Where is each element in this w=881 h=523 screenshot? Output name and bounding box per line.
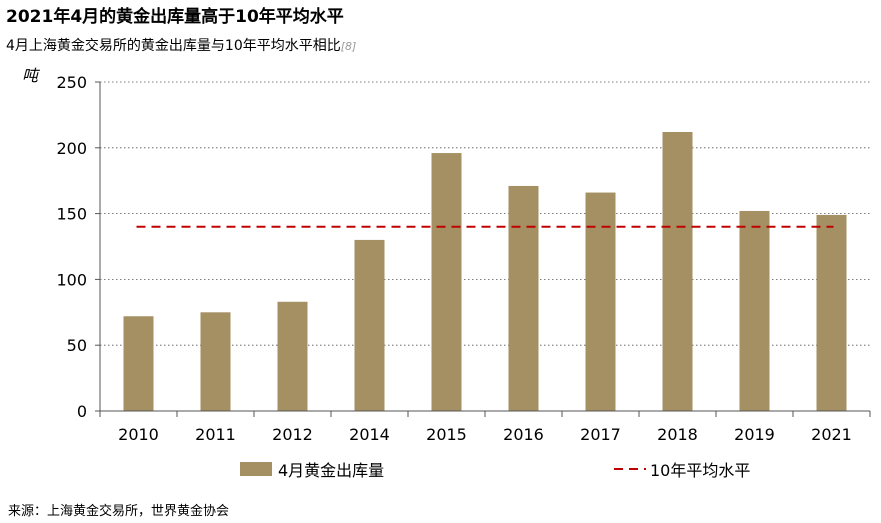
legend-bar-swatch xyxy=(240,462,272,476)
bar-2012 xyxy=(277,301,308,411)
bar-chart: 0 50 100 150 200 250 2010 2011 2012 2014 2015 2016… xyxy=(22,66,871,480)
y-tick-label: 0 xyxy=(77,402,87,421)
x-tick-label: 2021 xyxy=(811,425,852,444)
y-tick-label: 50 xyxy=(67,336,87,355)
axes xyxy=(95,81,871,417)
x-tick-label: 2018 xyxy=(657,425,698,444)
bar-2014 xyxy=(354,239,385,411)
x-tick-label: 2016 xyxy=(503,425,544,444)
x-tick-label: 2014 xyxy=(349,425,390,444)
bar-2017 xyxy=(585,192,616,411)
bar-2010 xyxy=(123,316,154,411)
y-tick-labels: 0 50 100 150 200 250 xyxy=(56,73,87,421)
chart-title: 2021年4月的黄金出库量高于10年平均水平 xyxy=(6,7,344,27)
source-note: 来源：上海黄金交易所，世界黄金协会 xyxy=(8,504,230,519)
subtitle-reference: [8] xyxy=(340,40,357,53)
y-tick-label: 250 xyxy=(56,73,87,92)
x-tick-labels: 2010 2011 2012 2014 2015 2016 2017 2018 2019 2021 xyxy=(118,425,852,444)
x-tick-label: 2015 xyxy=(426,425,467,444)
bar-2016 xyxy=(508,185,539,411)
y-tick-label: 150 xyxy=(56,205,87,224)
bar-2015 xyxy=(431,153,462,411)
legend-line-label: 10年平均水平 xyxy=(650,461,750,480)
y-axis-unit-label: 吨 xyxy=(22,66,41,85)
bar-2011 xyxy=(200,312,231,411)
legend: 4月黄金出库量 10年平均水平 xyxy=(240,461,750,480)
x-tick-label: 2012 xyxy=(272,425,313,444)
legend-bar-label: 4月黄金出库量 xyxy=(278,461,384,480)
bar-2019 xyxy=(739,210,770,411)
bars xyxy=(123,132,847,411)
y-tick-label: 200 xyxy=(56,139,87,158)
bar-2021 xyxy=(816,214,847,411)
x-tick-label: 2011 xyxy=(195,425,236,444)
x-tick-label: 2017 xyxy=(580,425,621,444)
bar-2018 xyxy=(662,132,693,411)
y-tick-label: 100 xyxy=(56,270,87,289)
subtitle-text: 4月上海黄金交易所的黄金出库量与10年平均水平相比 xyxy=(6,38,341,54)
x-tick-label: 2010 xyxy=(118,425,159,444)
chart-subtitle: 4月上海黄金交易所的黄金出库量与10年平均水平相比[8] xyxy=(6,35,356,55)
x-tick-label: 2019 xyxy=(734,425,775,444)
